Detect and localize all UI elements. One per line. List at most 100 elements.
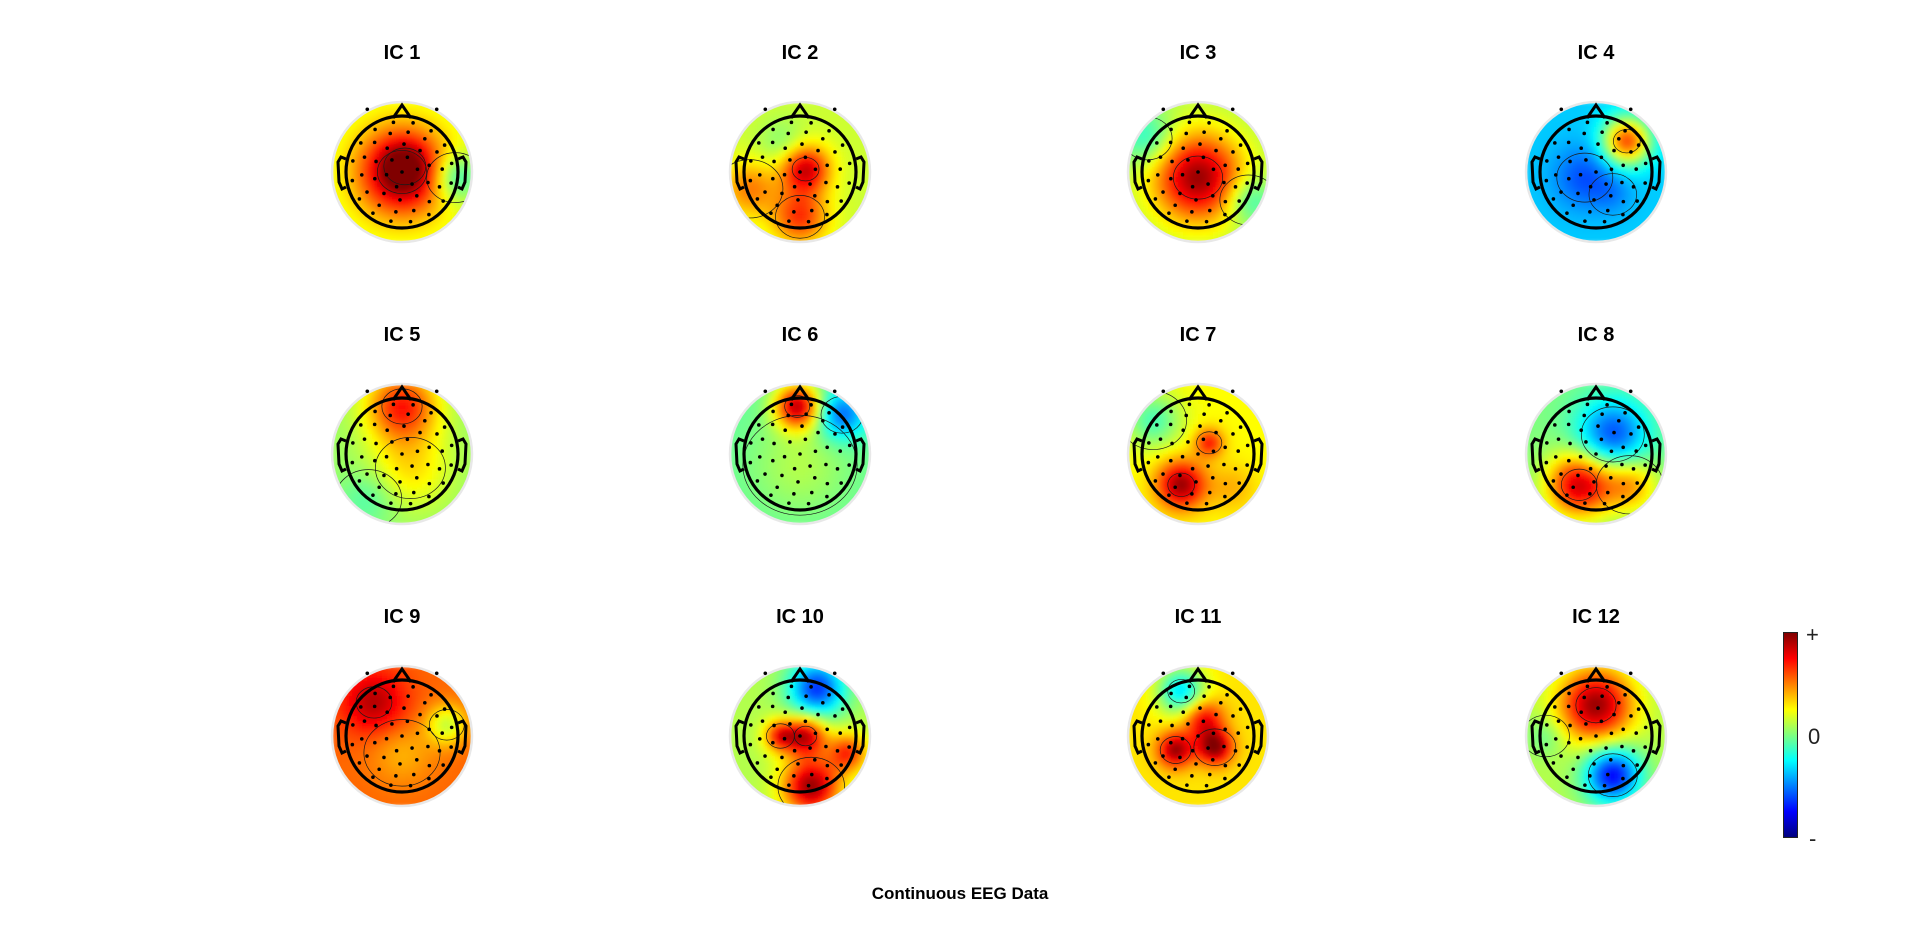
electrode-marker <box>1245 725 1250 730</box>
electrode-marker <box>385 428 390 433</box>
electrode-marker <box>442 425 447 429</box>
electrode-marker <box>1204 501 1209 506</box>
electrode-marker <box>1161 754 1165 758</box>
left-ear-outline <box>734 437 745 474</box>
electrode-marker <box>1237 199 1241 203</box>
electrode-marker <box>1609 167 1614 172</box>
electrode-marker <box>373 127 377 132</box>
electrode-marker <box>1643 725 1648 730</box>
electrode-marker <box>359 141 363 145</box>
electrode-marker <box>1643 745 1647 749</box>
electrode-marker <box>835 749 840 753</box>
scalp-map <box>728 664 872 808</box>
electrode-marker <box>1202 694 1206 698</box>
electrode-marker <box>782 172 787 177</box>
electrode-marker <box>1579 146 1584 151</box>
electrode-marker <box>1628 107 1633 112</box>
electrode-marker <box>839 481 843 485</box>
electrode-marker <box>372 140 377 145</box>
electrode-marker <box>1621 199 1626 204</box>
electrode-marker <box>350 178 355 183</box>
electrode-marker <box>833 714 837 718</box>
electrode-marker <box>391 684 396 689</box>
electrode-marker <box>804 130 808 134</box>
component-title: IC 9 <box>383 606 421 628</box>
electrode-marker <box>1629 714 1633 718</box>
electrode-marker <box>839 763 843 767</box>
electrode-marker <box>1623 411 1627 415</box>
electrode-marker <box>410 746 414 750</box>
electrode-marker <box>1565 211 1569 215</box>
electrode-marker <box>1169 127 1173 132</box>
electrode-marker <box>1568 159 1572 164</box>
electrode-marker <box>1588 210 1592 214</box>
electrode-marker <box>440 167 445 171</box>
electrode-marker <box>405 719 410 724</box>
electrode-marker <box>1169 691 1173 696</box>
electrode-marker <box>1167 775 1171 779</box>
electrode-marker <box>414 757 419 762</box>
electrode-marker <box>1567 176 1571 181</box>
electrode-marker <box>414 193 419 198</box>
electrode-marker <box>1185 501 1189 505</box>
electrode-marker <box>350 742 355 747</box>
electrode-marker <box>1594 170 1598 174</box>
scalp-map <box>1126 100 1270 244</box>
electrode-marker <box>1599 437 1604 442</box>
electrode-marker <box>1585 684 1590 689</box>
head-outline <box>1140 678 1256 794</box>
electrode-marker <box>1158 155 1163 159</box>
electrode-marker <box>1556 155 1561 159</box>
electrode-marker <box>1551 197 1556 201</box>
electrode-marker <box>780 473 784 478</box>
electrode-marker <box>816 148 820 153</box>
electrode-marker <box>1553 455 1558 459</box>
electrode-marker <box>394 492 398 496</box>
electrode-marker <box>1604 464 1608 468</box>
electrode-marker <box>1181 428 1186 433</box>
electrode-marker <box>1623 129 1627 133</box>
electrode-marker <box>1571 485 1575 490</box>
electrode-marker <box>1588 184 1593 189</box>
electrode-marker <box>1194 762 1198 766</box>
contour-line <box>383 147 427 186</box>
electrode-marker <box>1594 734 1598 738</box>
electrode-marker <box>1545 723 1549 727</box>
electrode-marker <box>1202 412 1206 416</box>
map-boundary <box>1524 382 1668 526</box>
electrode-marker <box>749 159 753 163</box>
left-ear-outline <box>1530 155 1541 192</box>
electrode-marker <box>1207 685 1211 689</box>
electrode-marker <box>1196 170 1200 174</box>
electrode-marker <box>1553 173 1558 177</box>
electrode-marker <box>760 155 765 159</box>
electrode-marker <box>1545 441 1549 445</box>
electrode-marker <box>410 464 414 468</box>
electrode-marker <box>1567 409 1571 414</box>
electrode-marker <box>1621 212 1625 217</box>
electrode-marker <box>1196 452 1200 456</box>
map-boundary <box>728 100 872 244</box>
electrode-marker <box>771 176 775 181</box>
electrode-marker <box>440 449 445 453</box>
electrode-marker <box>1207 772 1212 777</box>
electrode-marker <box>402 424 406 428</box>
electrode-marker <box>418 712 422 717</box>
electrode-marker <box>755 479 760 483</box>
head-outline <box>1140 396 1256 512</box>
electrode-marker <box>796 762 800 766</box>
electrode-marker <box>1167 211 1171 215</box>
electrode-marker <box>371 211 375 215</box>
electrode-marker <box>1604 182 1608 186</box>
electrode-marker <box>1605 121 1609 125</box>
electrode-marker <box>1206 464 1210 468</box>
electrode-marker <box>832 671 837 676</box>
electrode-marker <box>437 185 442 189</box>
electrode-marker <box>1153 197 1158 201</box>
electrode-marker <box>748 178 753 183</box>
electrode-marker <box>1620 462 1624 467</box>
electrode-marker <box>434 107 439 112</box>
component-title: IC 11 <box>1174 606 1222 628</box>
electrode-marker <box>1621 727 1625 732</box>
nose-outline <box>1187 384 1209 401</box>
